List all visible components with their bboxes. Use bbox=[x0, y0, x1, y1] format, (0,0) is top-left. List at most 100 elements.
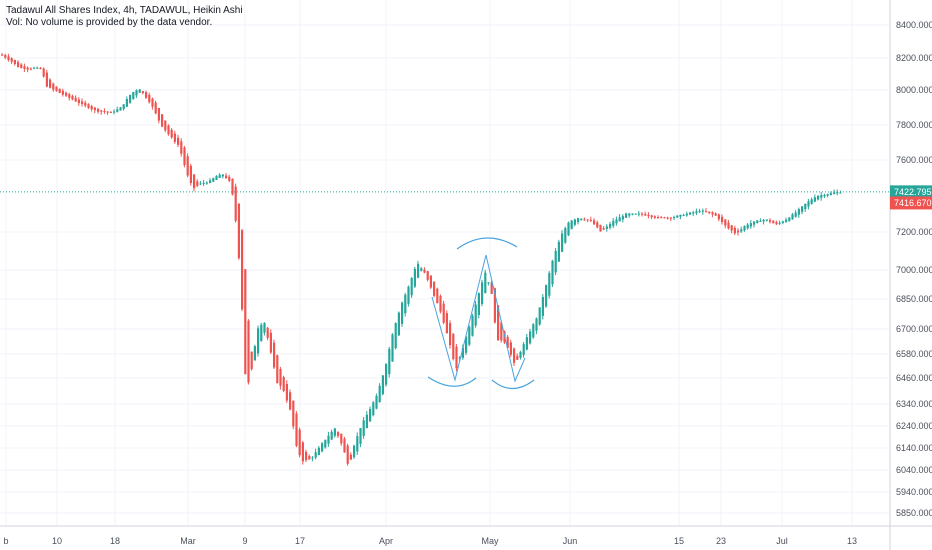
candle-body-up bbox=[119, 107, 121, 110]
candle-body-up bbox=[366, 415, 368, 428]
candle-body-up bbox=[327, 436, 329, 444]
candle-body-down bbox=[94, 108, 96, 111]
candle-body-up bbox=[487, 282, 489, 283]
candle-body-up bbox=[833, 193, 835, 194]
candle-body-up bbox=[321, 443, 323, 451]
candle-body-down bbox=[4, 55, 6, 58]
candle-body-up bbox=[571, 221, 573, 229]
candle-body-down bbox=[599, 225, 601, 231]
candle-body-up bbox=[791, 214, 793, 219]
candle-body-up bbox=[619, 217, 621, 221]
time-tick-label: 13 bbox=[847, 536, 857, 546]
candle-body-down bbox=[55, 87, 57, 91]
candle-body-down bbox=[295, 414, 297, 446]
candle-body-down bbox=[161, 114, 163, 126]
candle-body-up bbox=[484, 273, 486, 293]
candle-body-up bbox=[388, 349, 390, 374]
candle-body-down bbox=[155, 103, 157, 114]
candle-body-down bbox=[769, 220, 771, 222]
candle-body-down bbox=[78, 100, 80, 103]
candle-body-down bbox=[97, 109, 99, 112]
candle-body-up bbox=[638, 214, 640, 215]
candle-body-down bbox=[647, 215, 649, 216]
price-tick-label: 6580.000 bbox=[896, 349, 932, 359]
candle-body-up bbox=[535, 319, 537, 331]
candle-body-up bbox=[199, 184, 201, 185]
candle-body-down bbox=[644, 214, 646, 215]
candle-body-up bbox=[817, 196, 819, 200]
candle-body-up bbox=[532, 324, 534, 337]
price-axis[interactable]: 8400.000 8200.000 8000.000 7800.000 7600.000… bbox=[896, 20, 932, 518]
candle-body-up bbox=[759, 221, 761, 222]
candle-body-up bbox=[526, 337, 528, 349]
candle-body-down bbox=[651, 215, 653, 217]
candle-body-down bbox=[43, 68, 45, 76]
candle-body-up bbox=[263, 323, 265, 333]
candle-body-down bbox=[30, 69, 32, 70]
candle-body-down bbox=[190, 166, 192, 183]
candle-body-up bbox=[353, 446, 355, 457]
candle-body-up bbox=[212, 178, 214, 181]
candle-body-down bbox=[436, 289, 438, 304]
candle-body-up bbox=[372, 402, 374, 415]
candle-body-down bbox=[273, 343, 275, 368]
candle-body-down bbox=[721, 217, 723, 222]
candle-body-down bbox=[145, 92, 147, 98]
candle-body-down bbox=[305, 452, 307, 460]
candle-body-up bbox=[359, 428, 361, 444]
candle-body-up bbox=[673, 217, 675, 218]
candle-body-up bbox=[116, 109, 118, 112]
candle-body-up bbox=[334, 428, 336, 435]
candle-body-up bbox=[823, 195, 825, 196]
candle-body-up bbox=[481, 282, 483, 304]
price-tick-label: 6850.000 bbox=[896, 294, 932, 304]
price-tags: 7422.7957416.670 bbox=[890, 185, 932, 209]
candle-body-down bbox=[443, 304, 445, 323]
candle-body-up bbox=[606, 226, 608, 228]
candle-body-down bbox=[49, 80, 51, 88]
candle-body-up bbox=[689, 213, 691, 215]
candle-body-up bbox=[836, 192, 838, 193]
candle-body-down bbox=[510, 342, 512, 354]
candle-body-up bbox=[747, 225, 749, 229]
candle-body-up bbox=[206, 183, 208, 184]
candle-body-down bbox=[772, 221, 774, 223]
price-tick-label: 6040.000 bbox=[896, 465, 932, 475]
candle-body-up bbox=[404, 295, 406, 314]
candle-body-up bbox=[356, 436, 358, 451]
candle-body-up bbox=[561, 234, 563, 252]
candle-body-up bbox=[635, 214, 637, 215]
candle-body-down bbox=[513, 349, 515, 363]
candle-body-up bbox=[385, 364, 387, 385]
candle-body-down bbox=[279, 369, 281, 386]
time-tick-label: Mar bbox=[180, 536, 196, 546]
candle-body-up bbox=[564, 228, 566, 243]
candle-body-up bbox=[683, 215, 685, 216]
candle-body-down bbox=[347, 446, 349, 464]
candle-body-down bbox=[286, 384, 288, 401]
candle-body-up bbox=[478, 293, 480, 315]
candle-body-up bbox=[609, 224, 611, 228]
candle-body-up bbox=[628, 214, 630, 216]
candle-body-down bbox=[87, 104, 89, 108]
candle-body-down bbox=[158, 108, 160, 120]
chart-title: Tadawul All Shares Index, 4h, TADAWUL, H… bbox=[6, 5, 243, 16]
price-tick-label: 7800.000 bbox=[896, 120, 932, 130]
candle-body-up bbox=[311, 458, 313, 459]
candle-body-up bbox=[788, 218, 790, 221]
candle-body-up bbox=[407, 287, 409, 304]
candle-body-down bbox=[174, 134, 176, 142]
price-tick-label: 6340.000 bbox=[896, 399, 932, 409]
price-tick-label: 5940.000 bbox=[896, 487, 932, 497]
time-tick-label: Jul bbox=[776, 536, 788, 546]
candle-body-up bbox=[785, 220, 787, 223]
candle-body-down bbox=[75, 98, 77, 102]
candle-body-down bbox=[654, 216, 656, 217]
candle-body-up bbox=[203, 183, 205, 184]
candle-body-down bbox=[183, 148, 185, 166]
time-tick-label: 10 bbox=[52, 536, 62, 546]
candle-body-down bbox=[20, 65, 22, 68]
candle-body-down bbox=[68, 94, 70, 98]
candle-body-up bbox=[804, 204, 806, 209]
